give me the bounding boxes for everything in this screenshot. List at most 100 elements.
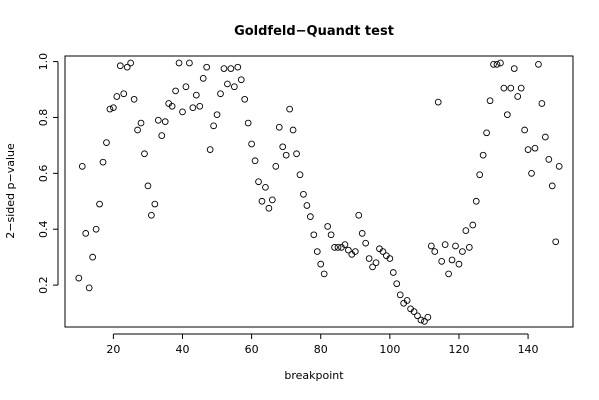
data-point xyxy=(535,61,542,68)
data-point xyxy=(528,169,535,177)
data-point xyxy=(148,211,155,219)
data-point xyxy=(227,65,235,72)
data-point xyxy=(452,242,459,250)
data-point xyxy=(179,108,186,116)
y-tick-label: 0.4 xyxy=(37,220,50,238)
data-point xyxy=(168,102,176,110)
data-point xyxy=(545,156,553,163)
data-point xyxy=(445,270,452,278)
data-point xyxy=(279,143,287,151)
data-point xyxy=(85,284,93,292)
data-point xyxy=(289,126,297,134)
data-point xyxy=(497,59,504,67)
data-point xyxy=(493,61,501,68)
data-point xyxy=(130,95,138,103)
data-point xyxy=(434,98,442,106)
data-point xyxy=(220,65,228,72)
data-point xyxy=(362,239,370,247)
data-point xyxy=(469,221,477,229)
data-point xyxy=(462,227,470,234)
data-point xyxy=(206,146,214,153)
data-point xyxy=(431,248,439,255)
data-point xyxy=(151,200,159,208)
data-point xyxy=(310,231,318,239)
data-point xyxy=(438,257,446,265)
x-tick-label: 140 xyxy=(518,343,539,356)
data-point xyxy=(514,93,522,100)
data-point xyxy=(500,84,508,92)
data-point xyxy=(265,204,273,212)
data-point xyxy=(137,119,145,127)
data-point xyxy=(78,163,86,170)
data-point xyxy=(272,163,280,170)
data-point xyxy=(345,246,352,254)
data-point xyxy=(372,259,380,267)
data-point xyxy=(465,244,473,251)
data-point xyxy=(110,104,117,112)
y-tick-label: 0.8 xyxy=(37,109,50,127)
data-point xyxy=(82,230,90,237)
data-point xyxy=(75,274,83,282)
data-point xyxy=(403,297,411,304)
data-point xyxy=(483,129,490,137)
data-point xyxy=(293,150,300,158)
data-point xyxy=(542,133,549,141)
data-point xyxy=(203,63,211,71)
data-point xyxy=(189,104,197,112)
data-point xyxy=(448,256,456,264)
data-points xyxy=(75,59,563,325)
data-point xyxy=(455,260,463,268)
data-point xyxy=(92,225,100,233)
y-tick-label: 0.2 xyxy=(37,276,50,294)
data-point xyxy=(89,253,96,261)
data-point xyxy=(127,59,135,67)
data-point xyxy=(524,146,532,153)
data-point xyxy=(313,248,321,255)
y-axis-label: 2−sided p−value xyxy=(4,143,17,239)
data-point xyxy=(327,231,335,239)
data-point xyxy=(476,171,484,179)
data-point xyxy=(324,223,331,230)
data-point xyxy=(355,211,363,219)
data-point xyxy=(106,105,114,113)
data-point xyxy=(531,144,539,152)
data-point xyxy=(421,318,428,325)
data-point xyxy=(296,171,304,179)
data-point xyxy=(186,59,193,67)
data-point xyxy=(303,202,311,209)
data-point xyxy=(154,116,162,124)
data-point xyxy=(123,63,131,71)
data-point xyxy=(410,308,418,315)
data-point xyxy=(486,97,494,105)
data-point xyxy=(224,80,231,88)
data-point xyxy=(548,182,556,190)
data-point xyxy=(213,111,221,119)
data-point xyxy=(99,158,107,166)
y-axis: 0.2 0.4 0.6 0.8 1.0 xyxy=(37,53,59,294)
data-point xyxy=(386,255,394,262)
plot-frame xyxy=(64,55,574,328)
x-tick-label: 40 xyxy=(175,343,189,356)
y-tick-label: 1.0 xyxy=(37,53,50,71)
data-point xyxy=(286,105,293,113)
data-point xyxy=(116,62,124,70)
data-point xyxy=(217,90,224,98)
y-tick-label: 0.6 xyxy=(37,165,50,183)
data-point xyxy=(192,91,200,99)
data-point xyxy=(510,65,518,72)
data-point xyxy=(113,93,121,100)
data-point xyxy=(507,84,515,92)
data-point xyxy=(393,280,401,288)
data-point xyxy=(331,244,338,251)
data-point xyxy=(555,163,563,170)
data-point xyxy=(517,84,525,92)
data-point xyxy=(369,263,376,271)
data-point xyxy=(427,242,435,250)
data-point xyxy=(251,157,259,165)
data-point xyxy=(300,190,307,198)
data-point xyxy=(255,178,262,186)
data-point xyxy=(358,230,366,237)
x-tick-label: 120 xyxy=(448,343,469,356)
data-point xyxy=(503,111,511,119)
